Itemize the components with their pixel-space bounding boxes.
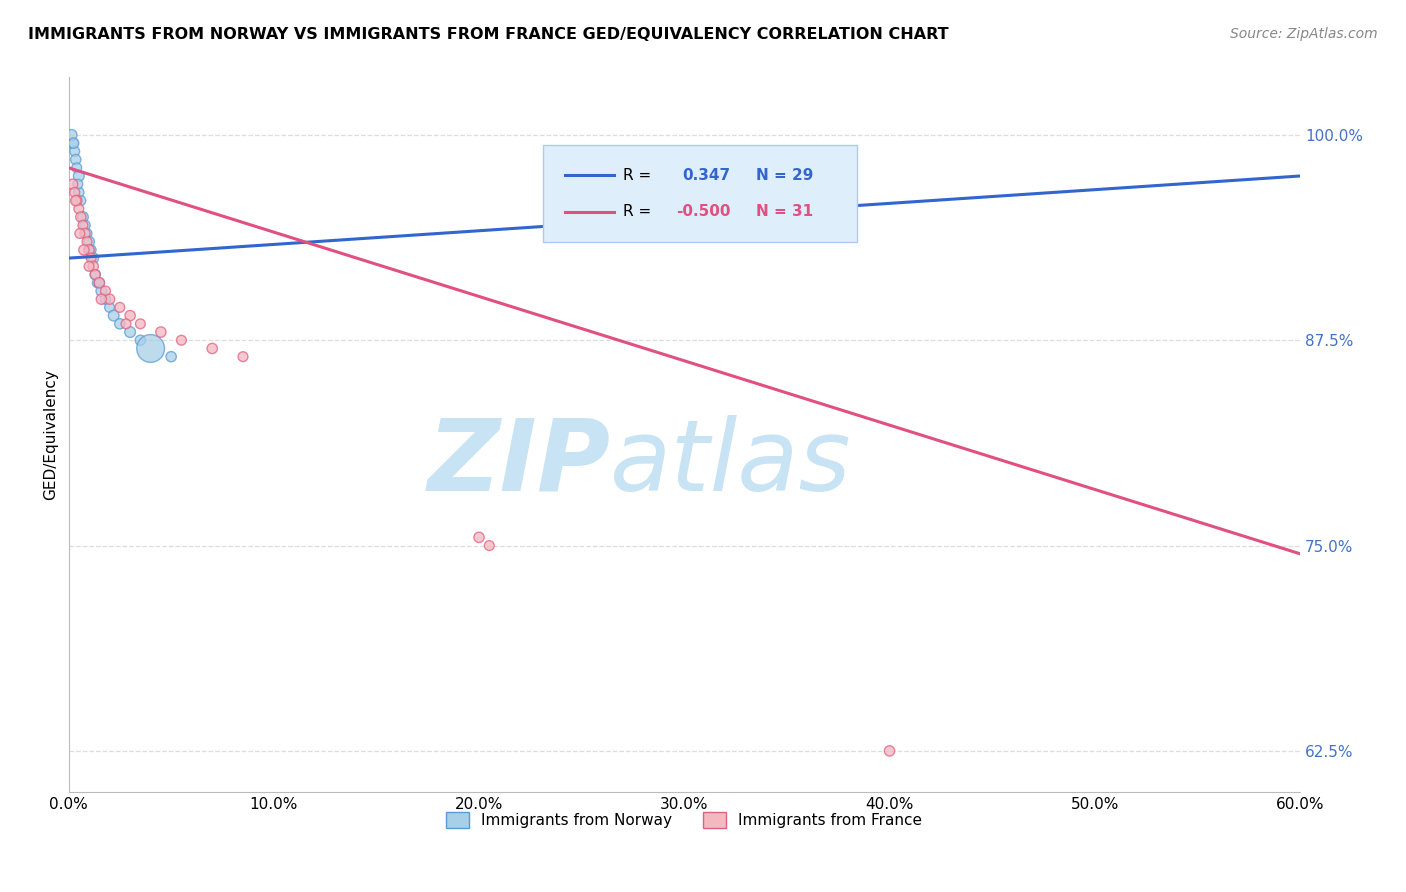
Point [103, 309, 125, 323]
Text: R =: R = [623, 204, 655, 219]
Text: atlas: atlas [610, 415, 852, 512]
Point [63, 145, 86, 159]
Text: N = 29: N = 29 [755, 168, 813, 183]
Point [65, 194, 87, 208]
Point [62, 136, 84, 150]
Point [108, 317, 131, 331]
Point [160, 350, 183, 364]
Point [77, 235, 100, 249]
Point [94, 292, 117, 306]
Point [84, 268, 107, 282]
Point [62, 178, 84, 192]
Point [90, 292, 112, 306]
Point [67, 202, 90, 216]
Point [66, 161, 89, 175]
Point [89, 276, 111, 290]
Point [120, 309, 142, 323]
Point [478, 539, 501, 553]
Point [66, 194, 89, 208]
Text: -0.500: -0.500 [676, 204, 730, 219]
Point [84, 268, 107, 282]
Point [70, 210, 93, 224]
Text: IMMIGRANTS FROM NORWAY VS IMMIGRANTS FROM FRANCE GED/EQUIVALENCY CORRELATION CHA: IMMIGRANTS FROM NORWAY VS IMMIGRANTS FRO… [28, 27, 949, 42]
Point [72, 219, 94, 233]
Point [170, 333, 193, 347]
Text: N = 31: N = 31 [755, 204, 813, 219]
Point [80, 251, 103, 265]
Point [80, 243, 103, 257]
Point [72, 210, 94, 224]
Point [76, 235, 98, 249]
Point [86, 276, 108, 290]
FancyBboxPatch shape [543, 145, 856, 242]
Point [879, 744, 901, 758]
Point [62, 136, 84, 150]
Point [468, 530, 491, 544]
Point [67, 186, 90, 200]
Point [129, 317, 152, 331]
Point [63, 186, 86, 200]
Point [76, 227, 98, 241]
Point [120, 325, 142, 339]
Point [77, 243, 100, 257]
Point [90, 284, 112, 298]
Point [98, 292, 121, 306]
Y-axis label: GED/Equivalency: GED/Equivalency [44, 369, 58, 500]
Point [73, 219, 96, 233]
Point [77, 243, 100, 257]
Point [73, 227, 96, 241]
Point [89, 276, 111, 290]
Point [201, 342, 224, 356]
Point [149, 325, 172, 339]
Point [65, 153, 87, 167]
Point [69, 227, 91, 241]
Point [108, 301, 131, 315]
Legend: Immigrants from Norway, Immigrants from France: Immigrants from Norway, Immigrants from … [440, 806, 928, 834]
Point [67, 169, 90, 183]
Point [82, 260, 104, 274]
Text: 0.347: 0.347 [682, 168, 730, 183]
Point [129, 333, 152, 347]
Point [98, 301, 121, 315]
Point [94, 284, 117, 298]
Text: R =: R = [623, 168, 655, 183]
Point [232, 350, 254, 364]
Point [115, 317, 138, 331]
Point [77, 260, 100, 274]
Point [73, 243, 96, 257]
Point [66, 178, 89, 192]
Text: Source: ZipAtlas.com: Source: ZipAtlas.com [1230, 27, 1378, 41]
Point [139, 342, 162, 356]
Text: ZIP: ZIP [427, 415, 610, 512]
Point [70, 194, 93, 208]
Point [82, 251, 104, 265]
Point [60, 128, 83, 142]
